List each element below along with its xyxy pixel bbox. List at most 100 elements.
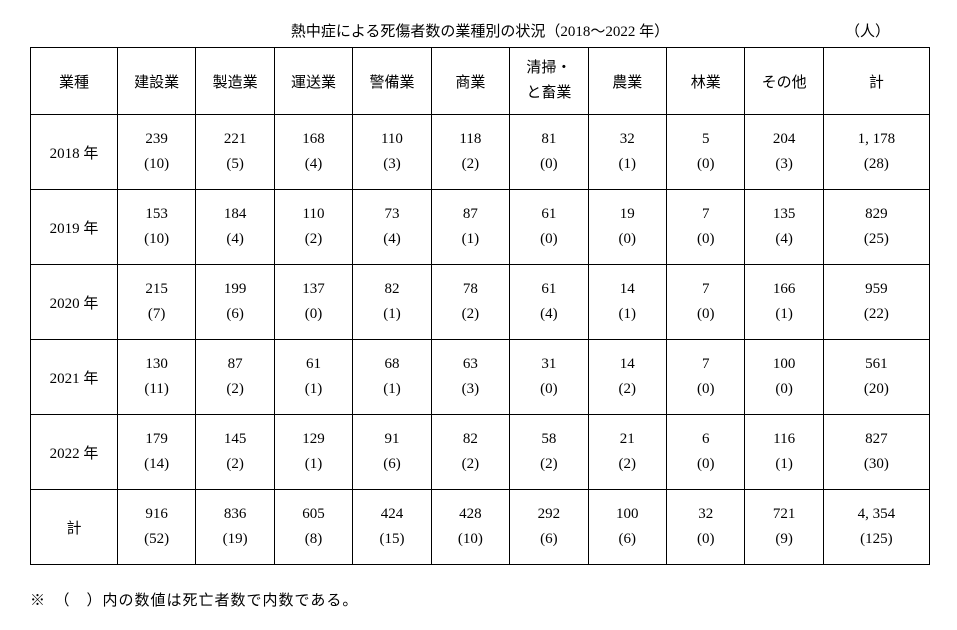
data-cell: 81(0) [510, 115, 588, 190]
data-cell: 32(1) [588, 115, 666, 190]
cell-value: 82 [432, 432, 509, 447]
cell-paren: (0) [510, 382, 587, 397]
cell-value: 827 [824, 432, 929, 447]
data-cell: 82 (1) [353, 265, 431, 340]
data-cell: 292 (6) [510, 490, 588, 565]
col-header: 清掃・と畜業 [510, 48, 588, 115]
footnote: ※ （ ）内の数値は死亡者数で内数である。 [30, 589, 930, 610]
cell-value: 137 [275, 282, 352, 297]
col-header: 業種 [31, 48, 118, 115]
cell-paren: (3) [432, 382, 509, 397]
data-cell: 100(6) [588, 490, 666, 565]
unit-label: （人） [845, 20, 890, 41]
cell-paren: (0) [667, 532, 744, 547]
data-cell: 916(52) [117, 490, 195, 565]
cell-paren: (22) [824, 307, 929, 322]
data-cell: 82 (2) [431, 415, 509, 490]
cell-value: 166 [745, 282, 822, 297]
table-title: 熱中症による死傷者数の業種別の状況（2018～2022 年） [291, 20, 669, 41]
cell-value: 100 [745, 357, 822, 372]
data-cell: 215(7) [117, 265, 195, 340]
col-header: 商業 [431, 48, 509, 115]
cell-value: 221 [196, 132, 273, 147]
cell-paren: (2) [275, 232, 352, 247]
cell-paren: (6) [510, 532, 587, 547]
data-cell: 179(14) [117, 415, 195, 490]
data-cell: 145 (2) [196, 415, 274, 490]
data-cell: 129(1) [274, 415, 352, 490]
data-cell: 7(0) [666, 340, 744, 415]
cell-paren: (14) [118, 457, 195, 472]
data-cell: 605(8) [274, 490, 352, 565]
cell-paren: (1) [353, 307, 430, 322]
cell-value: 61 [510, 207, 587, 222]
cell-paren: (2) [196, 457, 273, 472]
cell-paren: (2) [589, 382, 666, 397]
col-header: 運送業 [274, 48, 352, 115]
cell-value: 199 [196, 282, 273, 297]
data-cell: 14 (2) [588, 340, 666, 415]
data-cell: 721 (9) [745, 490, 823, 565]
cell-value: 82 [353, 282, 430, 297]
cell-value: 118 [432, 132, 509, 147]
cell-paren: (2) [432, 457, 509, 472]
cell-value: 7 [667, 357, 744, 372]
data-cell: 130(11) [117, 340, 195, 415]
cell-paren: (9) [745, 532, 822, 547]
cell-value: 129 [275, 432, 352, 447]
data-cell: 7(0) [666, 265, 744, 340]
cell-paren: (0) [667, 307, 744, 322]
data-cell: 199(6) [196, 265, 274, 340]
cell-value: 5 [667, 132, 744, 147]
cell-paren: (2) [589, 457, 666, 472]
data-cell: 135(4) [745, 190, 823, 265]
data-cell: 63(3) [431, 340, 509, 415]
cell-paren: (0) [667, 157, 744, 172]
cell-value: 116 [745, 432, 822, 447]
cell-value: 721 [745, 507, 822, 522]
cell-paren: (0) [510, 232, 587, 247]
cell-value: 91 [353, 432, 430, 447]
col-header: 林業 [666, 48, 744, 115]
table-row: 2021 年130(11)87(2)61(1)68(1)63(3)31(0)14… [31, 340, 930, 415]
data-cell: 87(2) [196, 340, 274, 415]
cell-paren: (28) [824, 157, 929, 172]
data-cell: 87(1) [431, 190, 509, 265]
cell-value: 32 [667, 507, 744, 522]
cell-paren: (0) [510, 157, 587, 172]
cell-paren: (6) [353, 457, 430, 472]
cell-value: 14 [589, 357, 666, 372]
heatstroke-table: 業種 建設業 製造業 運送業 警備業 商業 清掃・と畜業 農業 林業 その他 計… [30, 47, 930, 565]
data-cell: 184 (4) [196, 190, 274, 265]
col-header: 製造業 [196, 48, 274, 115]
cell-value: 14 [589, 282, 666, 297]
cell-paren: (25) [824, 232, 929, 247]
cell-paren: (4) [196, 232, 273, 247]
cell-value: 21 [589, 432, 666, 447]
data-cell: 68(1) [353, 340, 431, 415]
cell-paren: (19) [196, 532, 273, 547]
cell-value: 58 [510, 432, 587, 447]
cell-paren: (4) [275, 157, 352, 172]
cell-value: 145 [196, 432, 273, 447]
header-row: 業種 建設業 製造業 運送業 警備業 商業 清掃・と畜業 農業 林業 その他 計 [31, 48, 930, 115]
cell-value: 184 [196, 207, 273, 222]
data-cell: 78(2) [431, 265, 509, 340]
cell-value: 561 [824, 357, 929, 372]
cell-paren: (30) [824, 457, 929, 472]
data-cell: 1, 178(28) [823, 115, 929, 190]
cell-value: 836 [196, 507, 273, 522]
data-cell: 61(1) [274, 340, 352, 415]
cell-value: 605 [275, 507, 352, 522]
data-cell: 829(25) [823, 190, 929, 265]
cell-paren: (10) [118, 157, 195, 172]
row-label: 2020 年 [31, 265, 118, 340]
cell-value: 73 [353, 207, 430, 222]
cell-value: 32 [589, 132, 666, 147]
cell-paren: (2) [432, 307, 509, 322]
data-cell: 110(3) [353, 115, 431, 190]
data-cell: 6(0) [666, 415, 744, 490]
data-cell: 58(2) [510, 415, 588, 490]
cell-value: 292 [510, 507, 587, 522]
data-cell: 31(0) [510, 340, 588, 415]
